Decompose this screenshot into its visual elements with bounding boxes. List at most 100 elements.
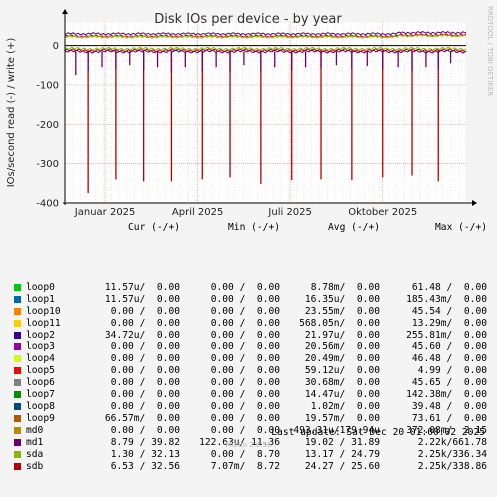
y-axis-label: IOs/second read (-) / write (+) — [6, 38, 17, 188]
legend-min: 0.00 / 0.00 — [210, 365, 280, 377]
x-tick-label: Januar 2025 — [74, 207, 136, 218]
legend-cur: 66.57m/ 0.00 — [104, 413, 180, 425]
legend-swatch — [14, 438, 21, 446]
y-tick-label: -200 — [36, 120, 59, 131]
series-line-read — [64, 49, 467, 54]
legend-avg: 20.49m/ 0.00 — [304, 353, 380, 365]
legend-series-name: loop3 — [26, 341, 55, 353]
legend-min: 0.00 / 0.00 — [210, 425, 280, 436]
x-axis-arrow — [472, 200, 477, 206]
legend-avg: 59.12u/ 0.00 — [304, 365, 380, 377]
legend-min: 0.00 / 0.00 — [210, 329, 280, 341]
y-tick-label: -400 — [36, 199, 59, 210]
legend-series-name: loop2 — [26, 329, 55, 341]
legend-max: 2.25k/336.34 — [417, 448, 487, 460]
legend-max: 2.25k/338.86 — [417, 460, 487, 472]
legend-min: 0.00 / 0.00 — [210, 353, 280, 365]
x-tick-label: April 2025 — [172, 207, 223, 218]
legend-swatch — [14, 415, 21, 423]
disk-io-chart: 0 -100 -200 -300 -400 Januar 2025 April 2025 Ju… — [6, 6, 494, 218]
legend-avg: 19.57m/ 0.00 — [304, 413, 380, 425]
legend-series-name: loop5 — [26, 365, 55, 377]
legend-header-max: Max (-/+) — [435, 222, 487, 233]
legend-max: 61.48 / 0.00 — [411, 281, 487, 293]
legend-swatch — [14, 355, 21, 363]
legend-swatch — [14, 367, 21, 375]
legend-header-cur: Cur (-/+) — [128, 222, 180, 233]
legend-min: 0.00 / 0.00 — [210, 281, 280, 293]
legend-avg: 1.02m/ 0.00 — [310, 401, 380, 413]
legend-row: loop1 11.57u/ 0.00 0.00 / 0.00 16.35u/ 0.00… — [12, 294, 492, 306]
legend-swatch — [14, 343, 21, 351]
legend-swatch — [14, 450, 21, 458]
legend-max: 2.22k/661.78 — [417, 436, 487, 448]
legend-cur: 8.79 / 39.82 — [110, 436, 180, 448]
legend-cur: 0.00 / 0.00 — [110, 365, 180, 377]
legend-series-name: md0 — [26, 425, 44, 436]
legend-avg: 16.35u/ 0.00 — [304, 293, 380, 305]
legend-max: 73.61 / 0.00 — [411, 413, 487, 425]
legend-swatch — [14, 403, 21, 411]
legend-series-name: loop4 — [26, 353, 55, 365]
legend-swatch — [14, 427, 21, 434]
legend-max: 372.08m/ 2.15 — [406, 425, 487, 436]
legend-cur: 0.00 / 0.00 — [110, 317, 180, 329]
y-tick-label: -100 — [36, 80, 59, 91]
legend-avg: 13.17 / 24.79 — [304, 448, 380, 460]
legend-cur: 0.00 / 0.00 — [110, 377, 180, 389]
legend-row: loop8 0.00 / 0.00 0.00 / 0.00 1.02m/ 0.00 39… — [12, 401, 492, 413]
legend-avg: 30.68m/ 0.00 — [304, 377, 380, 389]
legend-row: loop5 0.00 / 0.00 0.00 / 0.00 59.12u/ 0.00 4… — [12, 365, 492, 377]
legend-cur: 11.57u/ 0.00 — [104, 293, 180, 305]
legend-row: loop7 0.00 / 0.00 0.00 / 0.00 14.47u/ 0.00 1… — [12, 389, 492, 401]
y-tick-label: 0 — [53, 41, 59, 52]
y-axis-arrow — [62, 9, 68, 14]
series-line-write — [64, 33, 467, 39]
legend-max: 45.54 / 0.00 — [411, 305, 487, 317]
legend-avg: 19.02 / 31.89 — [304, 436, 380, 448]
x-tick-label: Oktober 2025 — [348, 207, 417, 218]
legend-swatch — [14, 307, 21, 315]
legend-header-avg: Avg (-/+) — [328, 222, 380, 233]
legend-avg: 493.31u/179.94u — [293, 425, 380, 436]
legend-swatch — [14, 319, 21, 327]
legend-row: loop4 0.00 / 0.00 0.00 / 0.00 20.49m/ 0.00 4… — [12, 353, 492, 365]
legend-max: 39.48 / 0.00 — [411, 401, 487, 413]
legend-max: 46.48 / 0.00 — [411, 353, 487, 365]
legend-swatch — [14, 283, 21, 291]
legend-row: md1 8.79 / 39.82 122.63u/ 11.36 19.02 / 31.… — [12, 437, 492, 449]
legend-min: 7.07m/ 8.72 — [210, 460, 280, 472]
legend-series-name: loop8 — [26, 401, 55, 413]
legend-avg: 8.78m/ 0.00 — [310, 281, 380, 293]
legend-row: loop6 0.00 / 0.00 0.00 / 0.00 30.68m/ 0.00 4… — [12, 377, 492, 389]
legend-series-name: sda — [26, 448, 44, 460]
munin-graph: 0 -100 -200 -300 -400 Januar 2025 April 2025 Ju… — [6, 6, 494, 472]
legend-cur: 0.00 / 0.00 — [110, 305, 180, 317]
legend-series-name: loop6 — [26, 377, 55, 389]
legend-max: 185.43m/ 0.00 — [406, 293, 487, 305]
legend-min: 0.00 / 0.00 — [210, 389, 280, 401]
legend-series-name: loop0 — [26, 281, 55, 293]
munin-footer: Munin 2.0.56 — [225, 441, 272, 449]
legend-avg: 23.55m/ 0.00 — [304, 305, 380, 317]
legend-swatch — [14, 331, 21, 339]
series-line-write — [64, 30, 467, 36]
legend-min: 0.00 / 0.00 — [210, 377, 280, 389]
x-tick-label: Juli 2025 — [267, 207, 311, 218]
legend-row: loop0 11.57u/ 0.00 0.00 / 0.00 8.78m/ 0.00 6… — [12, 282, 492, 294]
legend-min: 0.00 / 0.00 — [210, 413, 280, 425]
legend-cur: 0.00 / 0.00 — [110, 341, 180, 353]
legend-max: 255.81m/ 0.00 — [406, 329, 487, 341]
legend-avg: 21.97u/ 0.00 — [304, 329, 380, 341]
legend-cur: 0.00 / 0.00 — [110, 353, 180, 365]
last-update: Last update: Sat Dec 20 01:00:02 2025 — [271, 427, 485, 438]
legend-avg: 24.27 / 25.60 — [304, 460, 380, 472]
series-line-read — [64, 46, 467, 51]
legend-max: 4.99 / 0.00 — [417, 365, 487, 377]
legend-swatch — [14, 391, 21, 399]
legend-cur: 0.00 / 0.00 — [110, 389, 180, 401]
legend-avg: 14.47u/ 0.00 — [304, 389, 380, 401]
legend-row: md0 0.00 / 0.00 0.00 / 0.00 493.31u/179.94u… — [12, 425, 492, 437]
legend-min: 0.00 / 0.00 — [210, 317, 280, 329]
legend-row: loop11 0.00 / 0.00 0.00 / 0.00 568.05n/ 0.0… — [12, 318, 492, 330]
